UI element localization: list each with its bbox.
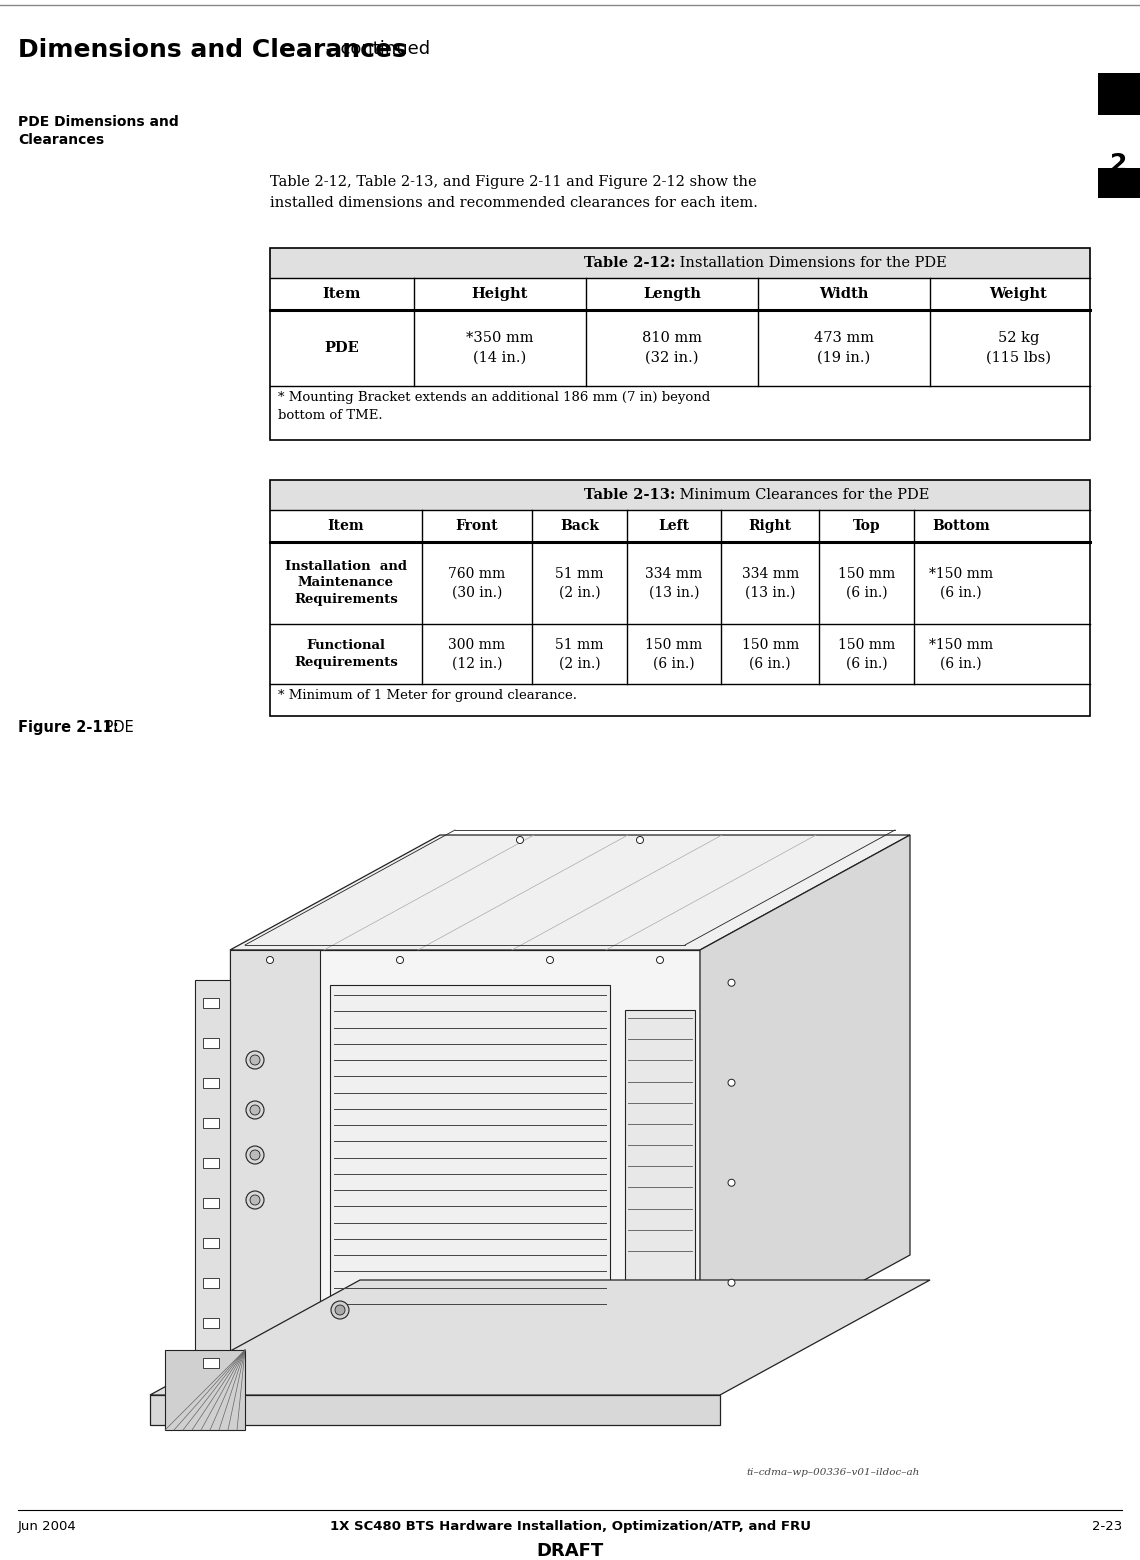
Circle shape — [331, 1301, 349, 1320]
Text: 2-23: 2-23 — [1092, 1519, 1122, 1533]
Text: Right: Right — [749, 519, 791, 534]
Text: Length: Length — [643, 287, 701, 301]
Text: Table 2-12:: Table 2-12: — [584, 256, 675, 270]
Text: Item: Item — [327, 519, 364, 534]
Polygon shape — [625, 1009, 695, 1281]
Bar — [203, 1119, 219, 1128]
Text: 51 mm
(2 in.): 51 mm (2 in.) — [555, 638, 604, 671]
Text: * Mounting Bracket extends an additional 186 mm (7 in) beyond
bottom of TME.: * Mounting Bracket extends an additional… — [278, 392, 710, 423]
Bar — [1098, 73, 1140, 115]
Text: Table 2-13:: Table 2-13: — [584, 488, 675, 502]
Text: 334 mm
(13 in.): 334 mm (13 in.) — [645, 566, 702, 599]
Text: PDE: PDE — [100, 721, 133, 735]
Text: Top: Top — [853, 519, 880, 534]
Circle shape — [728, 1080, 735, 1086]
Text: 334 mm
(13 in.): 334 mm (13 in.) — [742, 566, 799, 599]
Text: 51 mm
(2 in.): 51 mm (2 in.) — [555, 566, 604, 599]
Text: Dimensions and Clearances: Dimensions and Clearances — [18, 37, 407, 62]
Polygon shape — [700, 835, 910, 1370]
Circle shape — [246, 1147, 264, 1164]
Text: *150 mm
(6 in.): *150 mm (6 in.) — [929, 566, 993, 599]
Text: DRAFT: DRAFT — [537, 1541, 603, 1560]
Circle shape — [397, 956, 404, 964]
Polygon shape — [150, 1281, 930, 1395]
Text: * Minimum of 1 Meter for ground clearance.: * Minimum of 1 Meter for ground clearanc… — [278, 690, 577, 702]
Circle shape — [246, 1101, 264, 1119]
Bar — [203, 1318, 219, 1328]
Bar — [270, 480, 1090, 716]
Text: Functional
Requirements: Functional Requirements — [294, 640, 398, 669]
Text: Height: Height — [472, 287, 528, 301]
Text: 473 mm
(19 in.): 473 mm (19 in.) — [814, 331, 874, 365]
Circle shape — [250, 1104, 260, 1115]
Circle shape — [728, 1179, 735, 1186]
Bar — [203, 1158, 219, 1168]
Bar — [203, 1037, 219, 1048]
Polygon shape — [230, 950, 700, 1370]
Text: Back: Back — [560, 519, 598, 534]
Bar — [203, 1078, 219, 1087]
Circle shape — [546, 956, 554, 964]
Text: 760 mm
(30 in.): 760 mm (30 in.) — [448, 566, 506, 599]
Bar — [203, 1359, 219, 1368]
Text: *350 mm
(14 in.): *350 mm (14 in.) — [466, 331, 534, 365]
Text: Weight: Weight — [990, 287, 1048, 301]
Circle shape — [246, 1051, 264, 1069]
Text: Minimum Clearances for the PDE: Minimum Clearances for the PDE — [675, 488, 929, 502]
Circle shape — [657, 956, 663, 964]
Polygon shape — [195, 980, 230, 1390]
Text: PDE: PDE — [325, 342, 359, 356]
Text: 300 mm
(12 in.): 300 mm (12 in.) — [448, 638, 506, 671]
Circle shape — [636, 836, 643, 844]
Circle shape — [516, 836, 523, 844]
Bar — [270, 248, 1090, 278]
Text: Bottom: Bottom — [933, 519, 990, 534]
Text: 810 mm
(32 in.): 810 mm (32 in.) — [642, 331, 702, 365]
Text: PDE Dimensions and: PDE Dimensions and — [18, 115, 179, 129]
Bar — [203, 1198, 219, 1207]
Text: Table 2-12, Table 2-13, and Figure 2-11 and Figure 2-12 show the
installed dimen: Table 2-12, Table 2-13, and Figure 2-11 … — [270, 175, 758, 209]
Text: 1X SC480 BTS Hardware Installation, Optimization/ATP, and FRU: 1X SC480 BTS Hardware Installation, Opti… — [329, 1519, 811, 1533]
Circle shape — [267, 956, 274, 964]
Bar — [1098, 168, 1140, 198]
Bar — [270, 248, 1090, 440]
Text: Front: Front — [456, 519, 498, 534]
Circle shape — [728, 1279, 735, 1287]
Bar — [203, 998, 219, 1008]
Text: Jun 2004: Jun 2004 — [18, 1519, 76, 1533]
Polygon shape — [230, 950, 320, 1370]
Text: 52 kg
(115 lbs): 52 kg (115 lbs) — [986, 331, 1051, 365]
Circle shape — [250, 1150, 260, 1161]
Text: 150 mm
(6 in.): 150 mm (6 in.) — [645, 638, 702, 671]
Circle shape — [246, 1190, 264, 1209]
Bar — [203, 1278, 219, 1289]
Circle shape — [250, 1055, 260, 1065]
Circle shape — [335, 1306, 345, 1315]
Circle shape — [728, 980, 735, 986]
Text: Item: Item — [323, 287, 361, 301]
Polygon shape — [230, 835, 910, 950]
Bar — [270, 480, 1090, 510]
Text: Installation Dimensions for the PDE: Installation Dimensions for the PDE — [675, 256, 946, 270]
Bar — [203, 1239, 219, 1248]
Polygon shape — [329, 984, 610, 1331]
Text: Figure 2-11:: Figure 2-11: — [18, 721, 119, 735]
Text: 150 mm
(6 in.): 150 mm (6 in.) — [838, 638, 895, 671]
Polygon shape — [150, 1395, 720, 1424]
Text: Left: Left — [658, 519, 690, 534]
Polygon shape — [165, 1349, 245, 1431]
Text: – continued: – continued — [320, 41, 430, 58]
Text: Installation  and
Maintenance
Requirements: Installation and Maintenance Requirement… — [285, 560, 407, 607]
Text: 150 mm
(6 in.): 150 mm (6 in.) — [838, 566, 895, 599]
Text: *150 mm
(6 in.): *150 mm (6 in.) — [929, 638, 993, 671]
Text: Width: Width — [820, 287, 869, 301]
Text: 150 mm
(6 in.): 150 mm (6 in.) — [742, 638, 799, 671]
Text: 2: 2 — [1110, 151, 1127, 176]
Circle shape — [250, 1195, 260, 1204]
Text: Clearances: Clearances — [18, 133, 104, 147]
Text: ti–cdma–wp–00336–v01–ildoc–ah: ti–cdma–wp–00336–v01–ildoc–ah — [747, 1468, 920, 1477]
